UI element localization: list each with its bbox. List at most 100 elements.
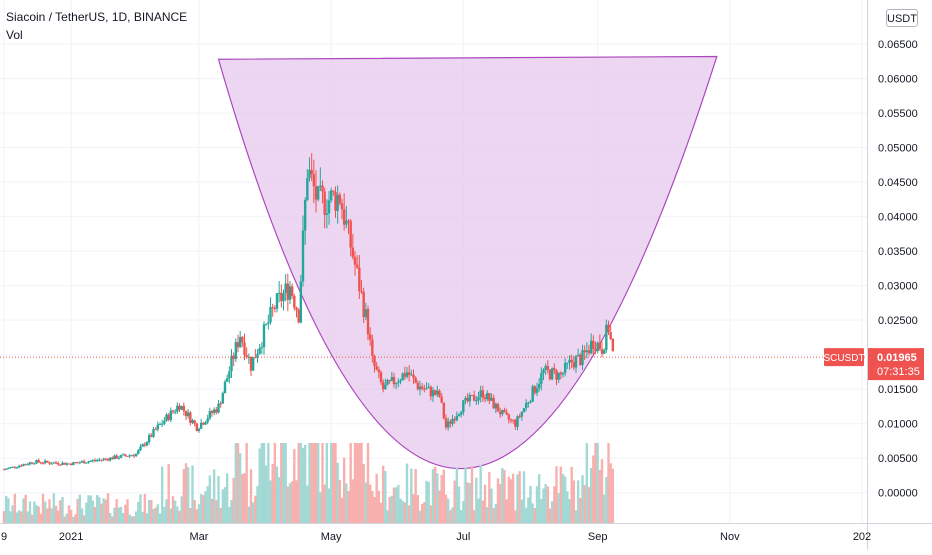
candle-body bbox=[329, 190, 333, 201]
candle bbox=[72, 461, 75, 466]
price-tick-label: 0.00000 bbox=[878, 488, 918, 500]
candle-body bbox=[338, 194, 342, 204]
candle bbox=[598, 334, 602, 351]
candle bbox=[7, 467, 10, 470]
candle bbox=[403, 366, 407, 380]
volume-bar bbox=[531, 503, 534, 523]
candle bbox=[314, 170, 318, 213]
volume-bar bbox=[282, 443, 285, 523]
candle-body bbox=[501, 410, 504, 415]
candle-body bbox=[163, 420, 166, 424]
volume-bar bbox=[100, 503, 103, 523]
candle bbox=[589, 333, 593, 355]
volume-bar bbox=[46, 508, 49, 523]
candle bbox=[124, 453, 127, 457]
candle-body bbox=[199, 422, 203, 429]
volume-bar bbox=[592, 455, 595, 523]
candle-body bbox=[61, 462, 64, 465]
candle bbox=[518, 413, 521, 419]
price-candles bbox=[2, 153, 615, 471]
volume-bar bbox=[72, 516, 75, 523]
candle bbox=[85, 462, 88, 464]
volume-bar bbox=[446, 498, 450, 523]
candle-body bbox=[349, 220, 352, 248]
volume-bar bbox=[290, 481, 294, 523]
candle bbox=[173, 408, 177, 415]
candle-body bbox=[485, 393, 489, 400]
candle-body bbox=[277, 292, 281, 294]
candle-body bbox=[98, 459, 101, 461]
candle bbox=[93, 458, 97, 463]
volume-bar bbox=[442, 469, 446, 523]
candle-body bbox=[147, 435, 151, 443]
volume-bar bbox=[371, 490, 374, 523]
candle bbox=[522, 408, 526, 413]
candle-body bbox=[280, 292, 283, 302]
candle-body bbox=[420, 386, 424, 389]
volume-bar bbox=[507, 476, 511, 523]
candle bbox=[182, 402, 186, 416]
candle-body bbox=[451, 418, 454, 424]
candle bbox=[325, 199, 329, 229]
price-tick-label: 0.02500 bbox=[878, 315, 918, 327]
candle bbox=[130, 454, 134, 457]
candle-body bbox=[150, 435, 153, 437]
candle bbox=[425, 382, 428, 390]
candle-body bbox=[108, 457, 112, 461]
candle-body bbox=[579, 354, 582, 366]
volume-bar bbox=[455, 467, 459, 523]
volume-bar bbox=[544, 484, 547, 523]
candle bbox=[163, 417, 166, 426]
candle-body bbox=[366, 309, 370, 335]
candle bbox=[501, 409, 504, 417]
price-tick-label: 0.01500 bbox=[878, 384, 918, 396]
cup-pattern-drawing bbox=[217, 55, 718, 469]
volume-bar bbox=[113, 507, 116, 523]
volume-bar bbox=[563, 476, 567, 523]
candle-body bbox=[165, 414, 168, 421]
volume-bar bbox=[286, 486, 290, 523]
volume-bar bbox=[67, 505, 71, 523]
volume-bar bbox=[397, 484, 400, 523]
candle-body bbox=[80, 461, 84, 463]
candle bbox=[455, 411, 459, 422]
candle bbox=[459, 410, 463, 418]
candle bbox=[351, 234, 355, 260]
volume-bar bbox=[80, 508, 84, 523]
volume-bar bbox=[451, 507, 454, 523]
candle-body bbox=[100, 459, 103, 461]
price-tick-label: 0.05000 bbox=[878, 143, 918, 155]
volume-bar bbox=[184, 463, 188, 523]
candle-body bbox=[537, 384, 541, 389]
volume-bar bbox=[52, 493, 56, 523]
currency-badge[interactable]: USDT bbox=[886, 9, 918, 27]
candle bbox=[95, 458, 99, 463]
candle-body bbox=[514, 420, 517, 427]
candle bbox=[392, 372, 396, 388]
volume-bar bbox=[128, 514, 131, 523]
candle bbox=[563, 358, 567, 377]
candle bbox=[306, 169, 309, 202]
candle-body bbox=[542, 369, 545, 374]
candle bbox=[160, 419, 164, 428]
price-tick-label: 0.04500 bbox=[878, 177, 918, 189]
candle bbox=[33, 462, 36, 465]
candle-body bbox=[85, 462, 88, 464]
candle-body bbox=[236, 342, 240, 348]
volume-bar bbox=[334, 443, 337, 523]
candle bbox=[225, 374, 229, 382]
volume-bar bbox=[527, 497, 530, 523]
volume-indicator-label[interactable]: Vol bbox=[6, 28, 23, 42]
candle bbox=[602, 348, 606, 355]
candle bbox=[143, 442, 147, 448]
price-tick-label: 0.06500 bbox=[878, 39, 918, 51]
volume-bar bbox=[492, 507, 495, 523]
candle-body bbox=[399, 380, 402, 382]
candle bbox=[503, 407, 506, 413]
candle bbox=[440, 393, 443, 404]
candle bbox=[542, 368, 545, 381]
candle bbox=[280, 284, 283, 308]
candle bbox=[323, 187, 326, 229]
